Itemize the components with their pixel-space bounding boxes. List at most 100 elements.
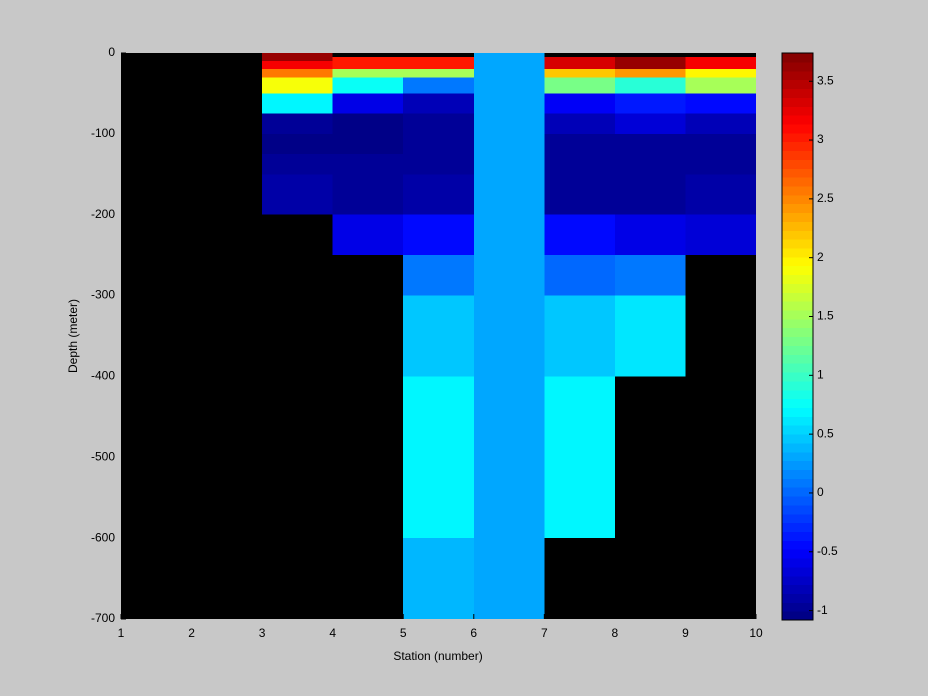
heatmap-cell — [614, 154, 686, 175]
heatmap-cell — [473, 174, 545, 215]
heatmap-cell — [473, 376, 545, 458]
heatmap-cell — [473, 53, 545, 58]
heatmap-cell — [403, 214, 474, 256]
colorbar-step — [782, 301, 813, 311]
heatmap-cell — [614, 113, 686, 134]
heatmap-cell — [332, 113, 404, 134]
heatmap-cell — [262, 133, 333, 155]
colorbar-step — [782, 593, 813, 603]
x-tick-label: 8 — [612, 626, 619, 640]
heatmap-cell — [332, 77, 404, 94]
colorbar-step — [782, 283, 813, 293]
x-tick-label: 10 — [749, 626, 763, 640]
heatmap-cell — [614, 255, 686, 296]
colorbar-step — [782, 141, 813, 152]
x-tick-label: 9 — [682, 626, 689, 640]
colorbar-step — [782, 159, 813, 169]
heatmap-cell — [262, 93, 333, 114]
colorbar-tick-label: -0.5 — [817, 544, 838, 558]
heatmap-cell — [544, 69, 615, 78]
heatmap-cell — [332, 214, 404, 256]
colorbar-step — [782, 97, 813, 107]
x-tick-label: 3 — [259, 626, 266, 640]
heatmap-cell — [403, 255, 474, 296]
colorbar-step — [782, 566, 813, 577]
heatmap-cell — [473, 457, 545, 539]
heatmap-cell — [332, 174, 404, 215]
heatmap-cell — [262, 77, 333, 94]
heatmap-cell — [544, 255, 615, 296]
colorbar-step — [782, 557, 813, 568]
heatmap-cell — [473, 295, 545, 377]
colorbar-step — [782, 389, 813, 400]
heatmap-cell — [685, 77, 756, 94]
y-tick-label: -400 — [91, 369, 115, 383]
heatmap-cell — [473, 154, 545, 175]
colorbar-step — [782, 602, 813, 612]
colorbar-step — [782, 265, 813, 276]
heatmap-cell — [473, 538, 545, 619]
colorbar-step — [782, 309, 813, 320]
colorbar-step — [782, 318, 813, 329]
colorbar-step — [782, 274, 813, 284]
colorbar-step — [782, 478, 813, 488]
colorbar-step — [782, 433, 813, 444]
colorbar-step — [782, 150, 813, 160]
heatmap-cell — [403, 93, 474, 114]
colorbar-tick-label: 0 — [817, 485, 824, 499]
heatmap-cell — [685, 133, 756, 155]
heatmap-cell — [544, 154, 615, 175]
heatmap-cell — [332, 57, 404, 62]
heatmap-cell — [614, 77, 686, 94]
heatmap-cell — [403, 154, 474, 175]
colorbar-step — [782, 203, 813, 214]
colorbar-step — [782, 239, 813, 249]
colorbar-tick-label: 3.5 — [817, 73, 834, 87]
colorbar-step — [782, 345, 813, 355]
colorbar-tick-label: 1 — [817, 367, 824, 381]
heatmap-cell — [403, 174, 474, 215]
y-tick-label: -200 — [91, 207, 115, 221]
colorbar-step — [782, 522, 813, 533]
heatmap-cell — [262, 154, 333, 175]
heatmap-cell — [403, 77, 474, 94]
heatmap-cell — [685, 61, 756, 70]
heatmap-cell — [685, 154, 756, 175]
y-tick-label: 0 — [108, 45, 115, 59]
colorbar-step — [782, 584, 813, 595]
colorbar-step — [782, 575, 813, 586]
colorbar-step — [782, 513, 813, 524]
heatmap-cell — [544, 93, 615, 114]
colorbar-step — [782, 469, 813, 479]
heatmap-cell — [614, 69, 686, 78]
colorbar-step — [782, 185, 813, 196]
colorbar-step — [782, 407, 813, 417]
colorbar-tick-label: 2 — [817, 250, 824, 264]
heatmap-cell — [614, 133, 686, 155]
colorbar-step — [782, 212, 813, 222]
y-tick-label: -600 — [91, 530, 115, 544]
colorbar-step — [782, 123, 813, 134]
heatmap-cell — [544, 214, 615, 256]
colorbar-tick-label: 2.5 — [817, 191, 834, 205]
heatmap-cell — [473, 113, 545, 134]
heatmap-cell — [473, 57, 545, 62]
heatmap-cell — [614, 57, 686, 62]
x-tick-label: 5 — [400, 626, 407, 640]
colorbar-step — [782, 115, 813, 125]
heatmap-cell — [685, 214, 756, 256]
colorbar-step — [782, 363, 813, 373]
heatmap-cell — [544, 77, 615, 94]
heatmap-cell — [332, 93, 404, 114]
heatmap-cell — [262, 69, 333, 78]
colorbar-step — [782, 487, 813, 497]
colorbar-step — [782, 168, 813, 178]
heatmap-cell — [403, 538, 474, 619]
x-tick-label: 2 — [188, 626, 195, 640]
colorbar-tick-label: 3 — [817, 132, 824, 146]
colorbar-step — [782, 221, 813, 231]
colorbar-step — [782, 504, 813, 515]
colorbar-step — [782, 549, 813, 559]
heatmap-cell — [332, 69, 404, 78]
